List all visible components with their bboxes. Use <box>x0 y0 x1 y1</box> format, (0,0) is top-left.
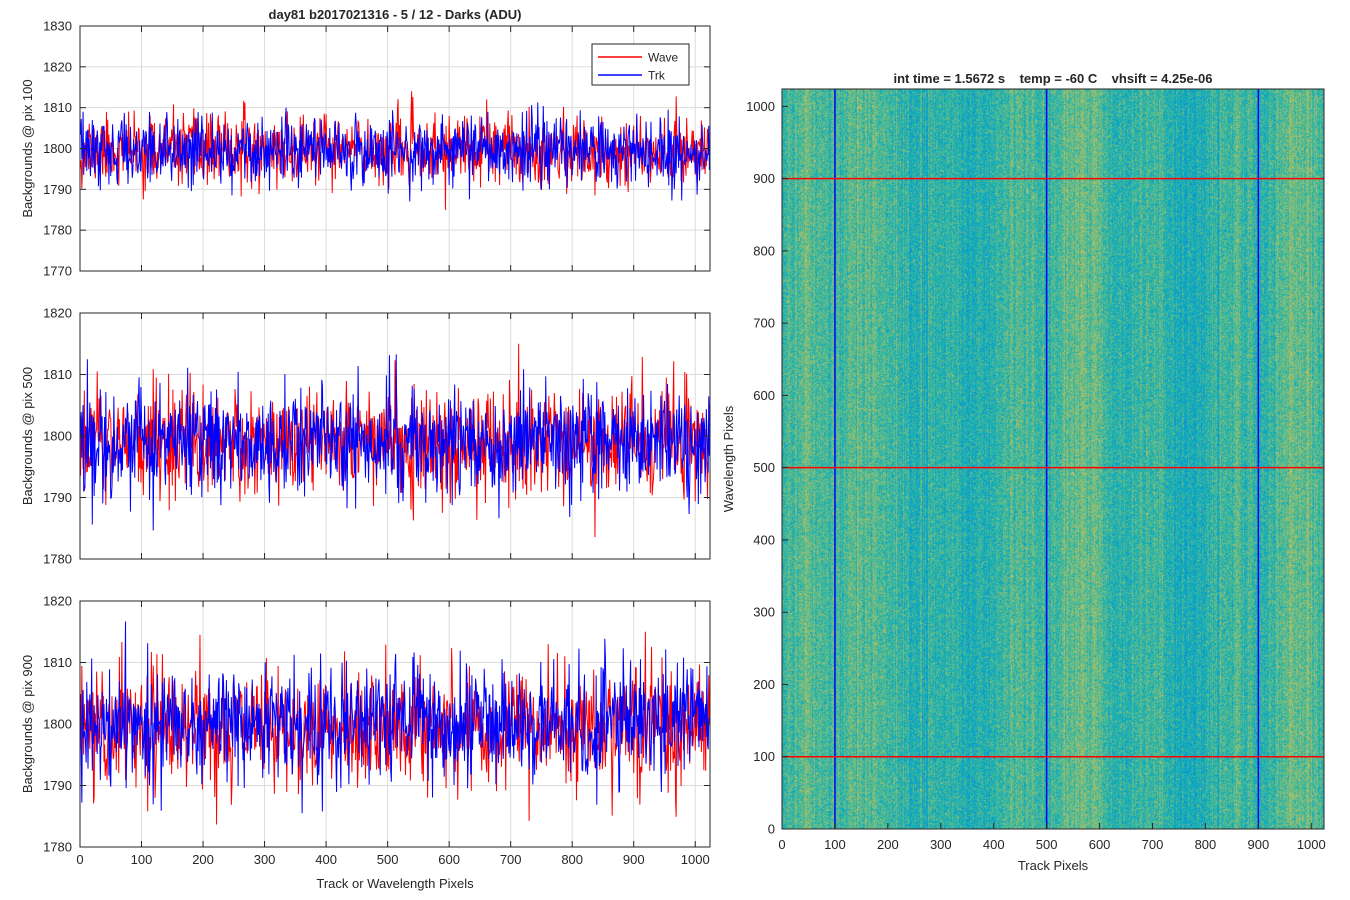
line-panel-1: 1770 1780 1790 1800 1810 1820 1830 Backgrounds … <box>20 7 711 279</box>
y-tick-label: 1780 <box>43 223 72 238</box>
y-tick-label: 500 <box>753 460 775 475</box>
y-tick-label: 600 <box>753 388 775 403</box>
y-axis-label: Backgrounds @ pix 100 <box>20 79 35 217</box>
y-tick-label: 300 <box>753 605 775 620</box>
x-tick-label: 200 <box>192 852 214 867</box>
heatmap-image <box>782 89 1324 829</box>
y-tick-label: 1790 <box>43 490 72 505</box>
y-tick-label: 800 <box>753 243 775 258</box>
y-tick-label: 1810 <box>43 100 72 115</box>
y-tick-label: 1780 <box>43 840 72 855</box>
x-tick-label: 900 <box>1248 837 1270 852</box>
x-tick-label: 400 <box>315 852 337 867</box>
axes-frame <box>781 88 1325 830</box>
line-panel-2: 1780 1790 1800 1810 1820 Backgrounds @ pix 50… <box>20 306 711 567</box>
y-tick-label: 900 <box>753 171 775 186</box>
x-tick-label: 500 <box>377 852 399 867</box>
series-trk-line <box>80 354 710 531</box>
x-tick-label: 1000 <box>1297 837 1326 852</box>
x-tick-label: 0 <box>778 837 785 852</box>
chart-title: day81 b2017021316 - 5 / 12 - Darks (ADU) <box>269 7 522 22</box>
x-axis-label: Track or Wavelength Pixels <box>316 876 474 891</box>
x-axis-label: Track Pixels <box>1018 858 1089 873</box>
y-tick-label: 1810 <box>43 367 72 382</box>
line-panel-3: 0 100 200 300 400 500 600 700 800 900 1000 1780 1790… <box>20 594 711 891</box>
x-tick-label: 600 <box>438 852 460 867</box>
x-tick-label: 500 <box>1036 837 1058 852</box>
legend-label-trk: Trk <box>648 69 666 83</box>
y-tick-label: 1000 <box>746 99 775 114</box>
y-axis-label: Backgrounds @ pix 900 <box>20 655 35 793</box>
legend-box <box>591 43 690 86</box>
y-tick-label: 1830 <box>43 19 72 34</box>
y-tick-label: 1800 <box>43 141 72 156</box>
x-tick-label: 800 <box>561 852 583 867</box>
y-tick-label: 1790 <box>43 182 72 197</box>
y-axis-label: Wavelength Pixels <box>721 405 736 512</box>
y-tick-label: 1780 <box>43 552 72 567</box>
x-tick-label: 100 <box>824 837 846 852</box>
series-trk-line <box>80 102 710 202</box>
y-tick-label: 1820 <box>43 306 72 321</box>
x-tick-label: 700 <box>1142 837 1164 852</box>
y-axis-label: Backgrounds @ pix 500 <box>20 367 35 505</box>
heatmap-panel: 0 100 200 300 400 500 600 700 800 900 1000 0 100 200 3… <box>721 71 1326 873</box>
y-tick-label: 0 <box>768 822 775 837</box>
x-tick-label: 900 <box>623 852 645 867</box>
x-tick-label: 400 <box>983 837 1005 852</box>
heatmap-title: int time = 1.5672 s temp = -60 C vhsift … <box>893 71 1212 86</box>
legend: Wave Trk <box>591 43 690 86</box>
y-tick-label: 1810 <box>43 655 72 670</box>
x-tick-label: 0 <box>76 852 83 867</box>
y-tick-label: 200 <box>753 677 775 692</box>
x-tick-label: 600 <box>1089 837 1111 852</box>
legend-label-wave: Wave <box>648 51 679 65</box>
x-tick-label: 300 <box>254 852 276 867</box>
x-tick-label: 200 <box>877 837 899 852</box>
series-trk-line <box>80 621 710 814</box>
y-tick-label: 1800 <box>43 429 72 444</box>
y-tick-label: 1820 <box>43 59 72 74</box>
x-tick-label: 300 <box>930 837 952 852</box>
x-tick-label: 1000 <box>681 852 710 867</box>
y-tick-label: 1790 <box>43 778 72 793</box>
y-tick-label: 1800 <box>43 717 72 732</box>
y-tick-label: 700 <box>753 316 775 331</box>
y-tick-label: 400 <box>753 532 775 547</box>
y-tick-label: 1820 <box>43 594 72 609</box>
x-tick-label: 100 <box>131 852 153 867</box>
x-tick-label: 700 <box>500 852 522 867</box>
x-tick-label: 800 <box>1195 837 1217 852</box>
y-tick-label: 1770 <box>43 264 72 279</box>
y-tick-label: 100 <box>753 749 775 764</box>
